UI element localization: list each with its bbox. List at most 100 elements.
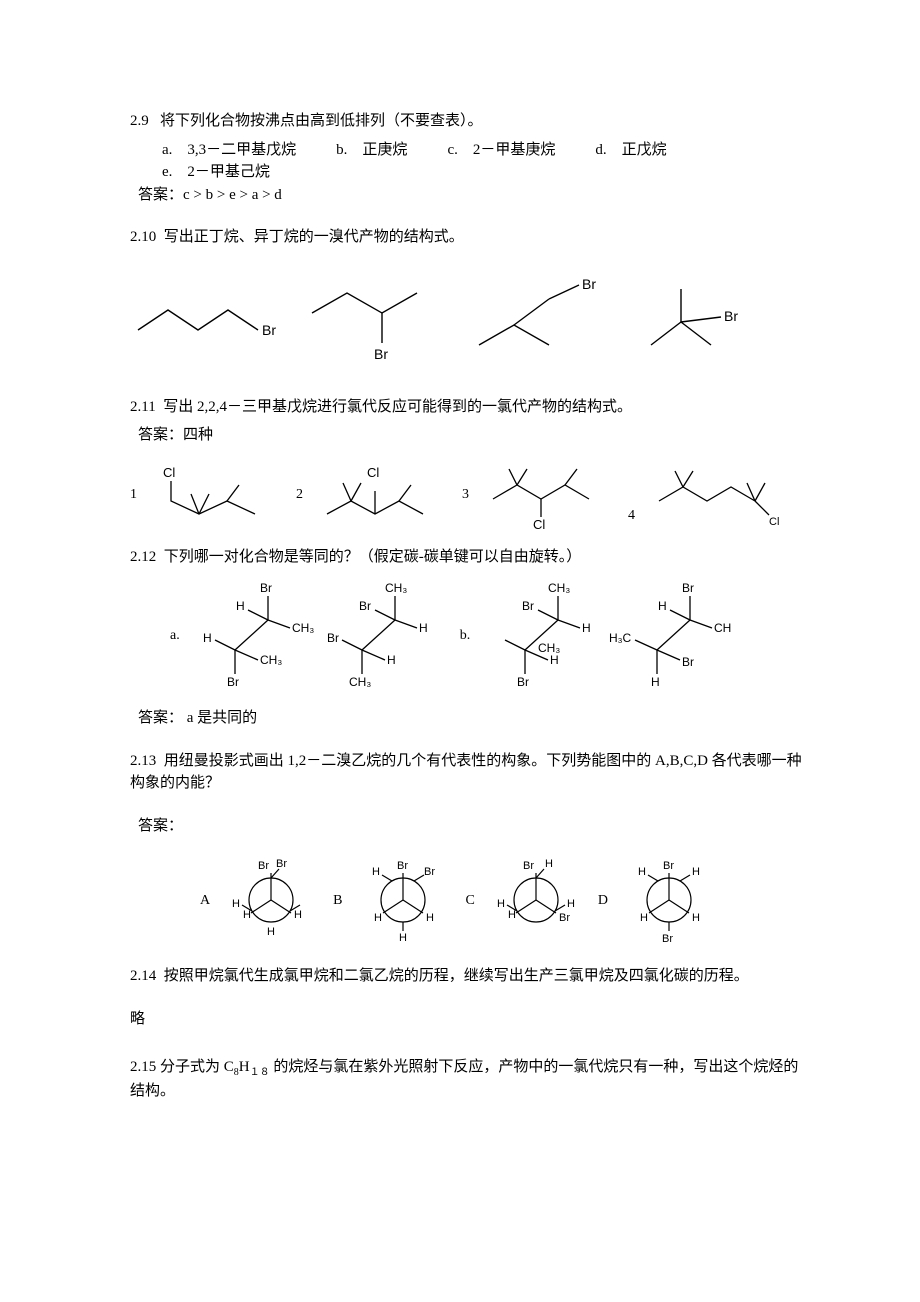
- svg-text:H: H: [419, 621, 428, 635]
- structure-211-1: Cl: [149, 459, 284, 529]
- q29-opt-d: d. 正戊烷: [595, 139, 666, 162]
- q211-n3: 3: [462, 484, 469, 505]
- q211: 2.11 写出 2,2,4－三甲基戊烷进行氯代反应可能得到的一氯代产物的结构式。: [130, 396, 810, 419]
- svg-text:CH₃: CH₃: [385, 581, 407, 595]
- q214-answer: 略: [130, 1008, 810, 1031]
- svg-text:H₃C: H₃C: [609, 631, 632, 645]
- svg-text:Br: Br: [522, 599, 534, 613]
- svg-text:CH₃: CH₃: [260, 653, 282, 667]
- q212-num: 2.12: [130, 549, 156, 565]
- q29-options: a. 3,3－二甲基戊烷 b. 正庚烷 c. 2－甲基庚烷 d. 正戊烷: [130, 139, 810, 162]
- q215: 2.15 分子式为 C8H１８ 的烷烃与氯在紫外光照射下反应，产物中的一氯代烷只…: [130, 1056, 810, 1103]
- q29-opt-c: c. 2－甲基庚烷: [447, 139, 555, 162]
- svg-text:Br: Br: [523, 860, 534, 872]
- q211-n1: 1: [130, 484, 137, 505]
- q29: 2.9 将下列化合物按沸点由高到低排列（不要查表）。: [130, 110, 810, 133]
- q215-num: 2.15: [130, 1059, 156, 1075]
- svg-text:Br: Br: [359, 599, 371, 613]
- q211-structures: 1 Cl 2 Cl 3: [130, 457, 810, 532]
- svg-text:Br: Br: [327, 631, 339, 645]
- svg-text:Br: Br: [227, 675, 239, 689]
- svg-text:H: H: [651, 675, 660, 689]
- svg-text:H: H: [640, 912, 648, 924]
- cl-label: Cl: [769, 516, 779, 528]
- svg-text:H: H: [545, 858, 553, 870]
- newman-D-label: D: [598, 890, 608, 911]
- q29-opt-a: a. 3,3－二甲基戊烷: [162, 139, 296, 162]
- cl-label: Cl: [163, 465, 175, 480]
- svg-text:H: H: [582, 621, 591, 635]
- sawhorse-a2: CH₃ Br H Br H CH₃: [317, 578, 442, 693]
- q211-n4: 4: [628, 505, 635, 526]
- q215-text-before: 分子式为 C: [160, 1059, 234, 1075]
- br-label: Br: [374, 346, 388, 362]
- q213-answer-label: 答案：: [130, 815, 810, 838]
- svg-text:Br: Br: [276, 858, 287, 870]
- q214-text: 按照甲烷氯代生成氯甲烷和二氯乙烷的历程，继续写出生产三氯甲烷及四氯化碳的历程。: [164, 968, 749, 984]
- q211-answer: 答案：四种: [130, 424, 810, 447]
- svg-text:Br: Br: [424, 866, 435, 878]
- q212-a-label: a.: [170, 625, 180, 646]
- svg-text:H: H: [387, 653, 396, 667]
- newman-C: Br H H H H Br: [489, 855, 584, 945]
- svg-text:H: H: [658, 599, 667, 613]
- svg-text:H: H: [294, 909, 302, 921]
- q211-n2: 2: [296, 484, 303, 505]
- svg-text:H: H: [243, 909, 251, 921]
- svg-text:H: H: [567, 898, 575, 910]
- q215-sub2: １８: [250, 1067, 270, 1078]
- newman-A: Br Br H H H H: [224, 855, 319, 945]
- q211-text: 写出 2,2,4－三甲基戊烷进行氯代反应可能得到的一氯代产物的结构式。: [163, 399, 632, 415]
- structure-211-4: Cl: [647, 459, 792, 529]
- cl-label: Cl: [533, 517, 545, 532]
- q210-num: 2.10: [130, 229, 156, 245]
- br-label: Br: [262, 322, 276, 338]
- svg-text:Br: Br: [258, 860, 269, 872]
- svg-text:H: H: [426, 912, 434, 924]
- q213-newman-row: A Br Br H H H H B: [130, 855, 810, 945]
- q212-diagrams: a. Br H CH₃ H CH₃ Br: [130, 578, 810, 693]
- q213-num: 2.13: [130, 753, 156, 769]
- q213: 2.13 用纽曼投影式画出 1,2－二溴乙烷的几个有代表性的构象。下列势能图中的…: [130, 750, 810, 795]
- q210: 2.10 写出正丁烷、异丁烷的一溴代产物的结构式。: [130, 226, 810, 249]
- q29-answer: 答案：c > b > e > a > d: [130, 184, 810, 207]
- sawhorse-b2: Br H CH₃ H₃C Br H: [607, 578, 732, 693]
- br-label: Br: [724, 308, 738, 324]
- structure-211-2: Cl: [315, 459, 450, 529]
- br-label: Br: [582, 277, 596, 292]
- q29-opt-e: e. 2－甲基己烷: [130, 161, 810, 184]
- q211-num: 2.11: [130, 399, 156, 415]
- newman-B: Br Br H H H H: [356, 855, 451, 945]
- svg-text:H: H: [372, 866, 380, 878]
- cl-label: Cl: [367, 465, 379, 480]
- structure-isobutyl-bromide: Br: [464, 277, 614, 367]
- q210-text: 写出正丁烷、异丁烷的一溴代产物的结构式。: [164, 229, 464, 245]
- svg-text:CH₃: CH₃: [292, 621, 314, 635]
- structure-211-3: Cl: [481, 457, 616, 532]
- sawhorse-b1: CH₃ Br H CH₃ Br H: [480, 578, 605, 693]
- svg-text:Br: Br: [260, 581, 272, 595]
- q213-text: 用纽曼投影式画出 1,2－二溴乙烷的几个有代表性的构象。下列势能图中的 A,B,…: [130, 753, 802, 792]
- svg-text:H: H: [508, 909, 516, 921]
- q210-structures: Br Br Br Br: [130, 275, 810, 370]
- svg-text:H: H: [692, 866, 700, 878]
- svg-text:CH₃: CH₃: [548, 581, 570, 595]
- q215-mid: H: [239, 1059, 250, 1075]
- svg-text:CH₃: CH₃: [714, 621, 732, 635]
- newman-A-label: A: [200, 890, 210, 911]
- q214-num: 2.14: [130, 968, 156, 984]
- q212-answer: 答案： a 是共同的: [130, 707, 810, 730]
- structure-tert-butyl-bromide: Br: [626, 277, 766, 367]
- svg-text:H: H: [374, 912, 382, 924]
- svg-text:H: H: [497, 898, 505, 910]
- structure-1-bromobutane: Br: [130, 282, 290, 362]
- svg-text:Br: Br: [397, 860, 408, 872]
- svg-text:CH₃: CH₃: [349, 675, 371, 689]
- svg-text:H: H: [550, 653, 559, 667]
- svg-text:Br: Br: [663, 860, 674, 872]
- svg-text:H: H: [692, 912, 700, 924]
- svg-text:Br: Br: [559, 912, 570, 924]
- q212-text: 下列哪一对化合物是等同的？（假定碳-碳单键可以自由旋转。）: [164, 549, 582, 565]
- svg-text:Br: Br: [682, 655, 694, 669]
- svg-text:Br: Br: [662, 933, 673, 945]
